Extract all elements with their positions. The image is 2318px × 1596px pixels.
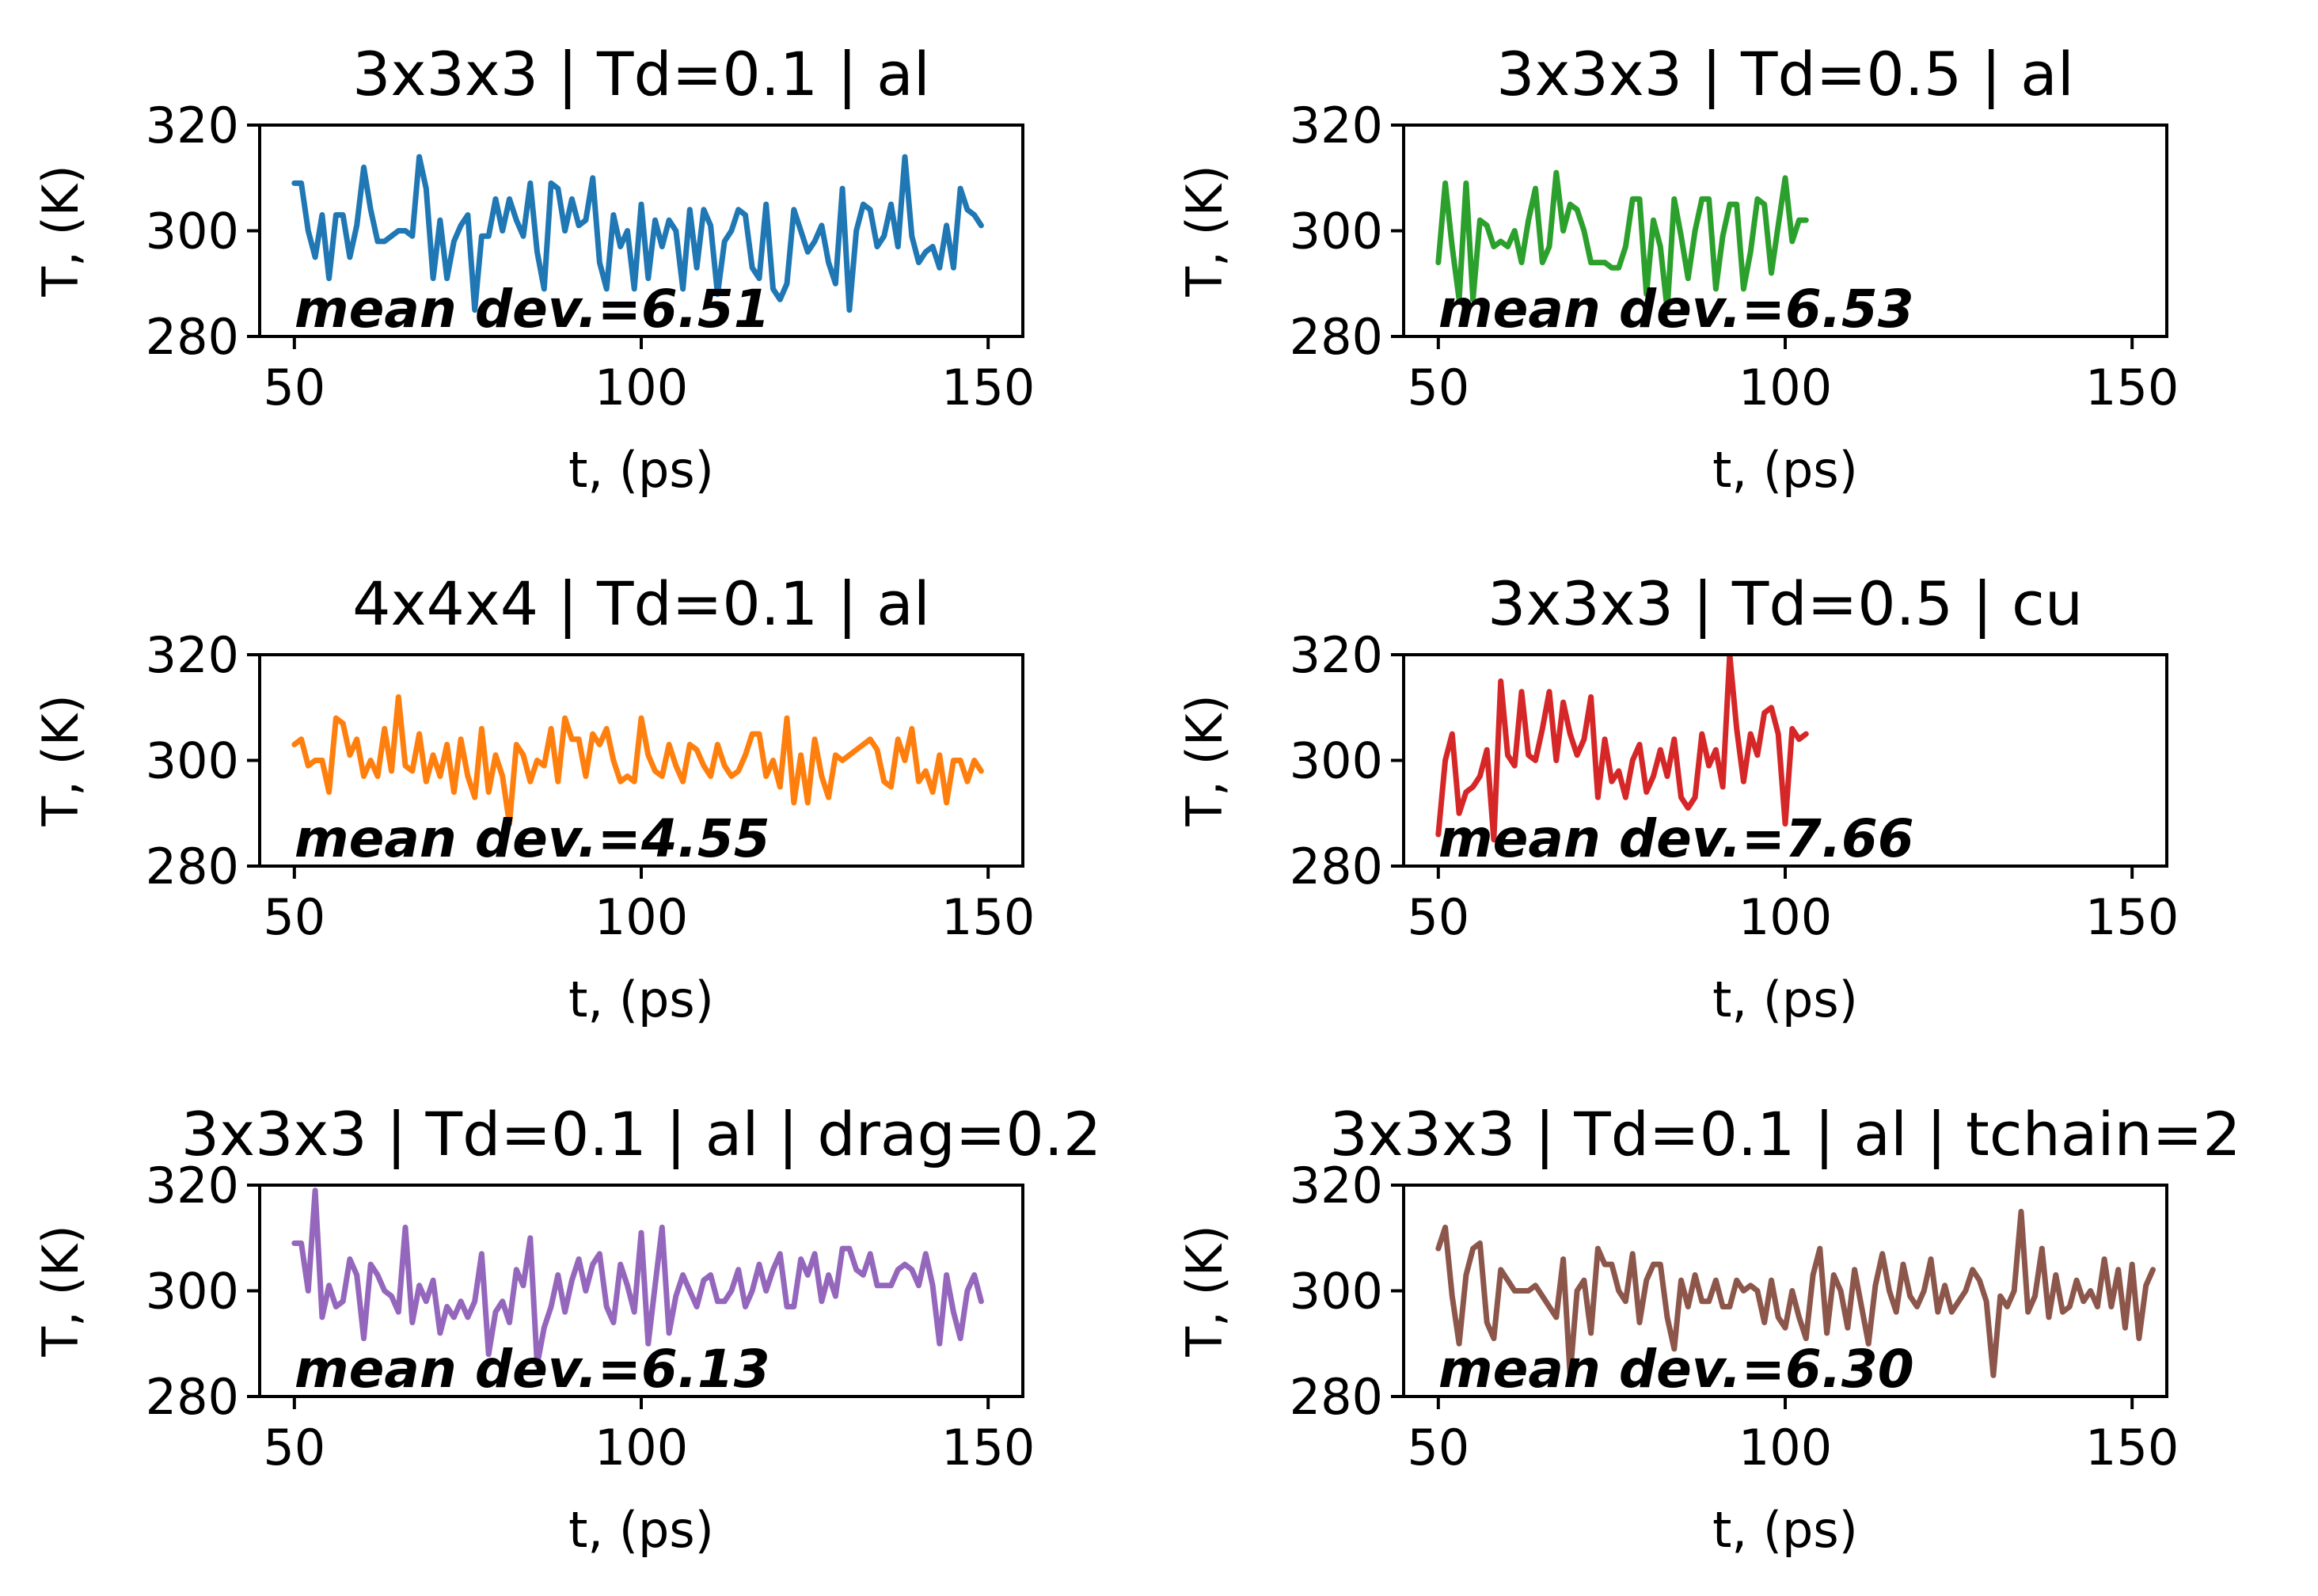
- y-tick-label: 280: [1290, 838, 1383, 895]
- x-tick-label: 150: [941, 359, 1035, 416]
- y-tick-label: 300: [146, 203, 239, 260]
- y-tick-label: 320: [146, 97, 239, 154]
- x-tick-label: 50: [1407, 1419, 1469, 1476]
- y-axis-label: T, (K): [32, 694, 89, 826]
- subplot-title: 4x4x4 | Td=0.1 | al: [352, 568, 930, 640]
- x-tick-label: 50: [1407, 359, 1469, 416]
- y-tick-label: 280: [1290, 308, 1383, 366]
- subplot-2: 3x3x3 | Td=0.5 | al 50 100 150 280 300 320 t, (…: [1176, 39, 2179, 499]
- subplot-title: 3x3x3 | Td=0.1 | al | tchain=2: [1329, 1099, 2240, 1170]
- y-axis-label: T, (K): [1176, 165, 1233, 297]
- y-tick-label: 320: [1290, 626, 1383, 684]
- x-tick-label: 100: [1738, 888, 1832, 946]
- x-tick-label: 100: [595, 1419, 688, 1476]
- y-tick-label: 300: [1290, 732, 1383, 790]
- y-axis-label: T, (K): [32, 1225, 89, 1357]
- x-tick-label: 150: [941, 1419, 1035, 1476]
- series-line: [1435, 1208, 2156, 1378]
- x-tick-label: 50: [263, 359, 325, 416]
- y-tick-label: 280: [146, 1368, 239, 1426]
- x-tick-label: 100: [1738, 359, 1832, 416]
- x-axis-label: t, (ps): [568, 1501, 714, 1559]
- x-axis-label: t, (ps): [1712, 1501, 1858, 1559]
- subplot-title: 3x3x3 | Td=0.5 | cu: [1488, 568, 2083, 640]
- x-axis-label: t, (ps): [1712, 971, 1858, 1028]
- mean-dev-annotation: mean dev.=6.30: [1438, 1339, 1914, 1400]
- subplot-title: 3x3x3 | Td=0.1 | al: [352, 39, 930, 110]
- x-tick-label: 100: [595, 888, 688, 946]
- x-tick-label: 150: [2085, 1419, 2179, 1476]
- mean-dev-annotation: mean dev.=6.53: [1438, 279, 1914, 340]
- y-tick-label: 280: [146, 308, 239, 366]
- mean-dev-annotation: mean dev.=6.13: [294, 1339, 770, 1400]
- y-tick-label: 280: [1290, 1368, 1383, 1426]
- y-axis-label: T, (K): [1176, 1225, 1233, 1357]
- subplot-4: 3x3x3 | Td=0.5 | cu 50 100 150 280 300 320 t, (…: [1176, 568, 2179, 1028]
- subplot-title: 3x3x3 | Td=0.1 | al | drag=0.2: [181, 1099, 1102, 1170]
- y-tick-label: 300: [1290, 1263, 1383, 1320]
- x-axis-label: t, (ps): [568, 971, 714, 1028]
- x-tick-label: 50: [263, 1419, 325, 1476]
- series-line: [1435, 655, 1809, 843]
- series-line: [1435, 169, 1809, 314]
- series-line: [291, 1188, 984, 1368]
- series-line: [291, 154, 984, 314]
- subplot-1: 3x3x3 | Td=0.1 | al 50 100 150 280 300 320 t, (…: [32, 39, 1035, 499]
- subplot-6: 3x3x3 | Td=0.1 | al | tchain=2 50 100 150 28…: [1176, 1099, 2241, 1559]
- y-axis-label: T, (K): [32, 165, 89, 297]
- x-tick-label: 100: [1738, 1419, 1832, 1476]
- y-axis-label: T, (K): [1176, 694, 1233, 826]
- y-tick-label: 320: [1290, 97, 1383, 154]
- x-tick-label: 150: [2085, 359, 2179, 416]
- subplot-5: 3x3x3 | Td=0.1 | al | drag=0.2 50 100 150 28…: [32, 1099, 1101, 1559]
- mean-dev-annotation: mean dev.=7.66: [1438, 808, 1914, 869]
- mean-dev-annotation: mean dev.=6.51: [294, 279, 770, 340]
- mean-dev-annotation: mean dev.=4.55: [294, 808, 770, 869]
- x-tick-label: 50: [263, 888, 325, 946]
- series-line: [291, 694, 984, 827]
- y-tick-label: 320: [146, 626, 239, 684]
- y-tick-label: 300: [1290, 203, 1383, 260]
- subplot-title: 3x3x3 | Td=0.5 | al: [1496, 39, 2074, 110]
- x-tick-label: 100: [595, 359, 688, 416]
- x-tick-label: 50: [1407, 888, 1469, 946]
- x-axis-label: t, (ps): [568, 441, 714, 499]
- y-tick-label: 320: [1290, 1157, 1383, 1214]
- subplot-3: 4x4x4 | Td=0.1 | al 50 100 150 280 300 320 t, (…: [32, 568, 1035, 1028]
- y-tick-label: 300: [146, 1263, 239, 1320]
- y-tick-label: 280: [146, 838, 239, 895]
- x-tick-label: 150: [2085, 888, 2179, 946]
- y-tick-label: 320: [146, 1157, 239, 1214]
- x-axis-label: t, (ps): [1712, 441, 1858, 499]
- y-tick-label: 300: [146, 732, 239, 790]
- x-tick-label: 150: [941, 888, 1035, 946]
